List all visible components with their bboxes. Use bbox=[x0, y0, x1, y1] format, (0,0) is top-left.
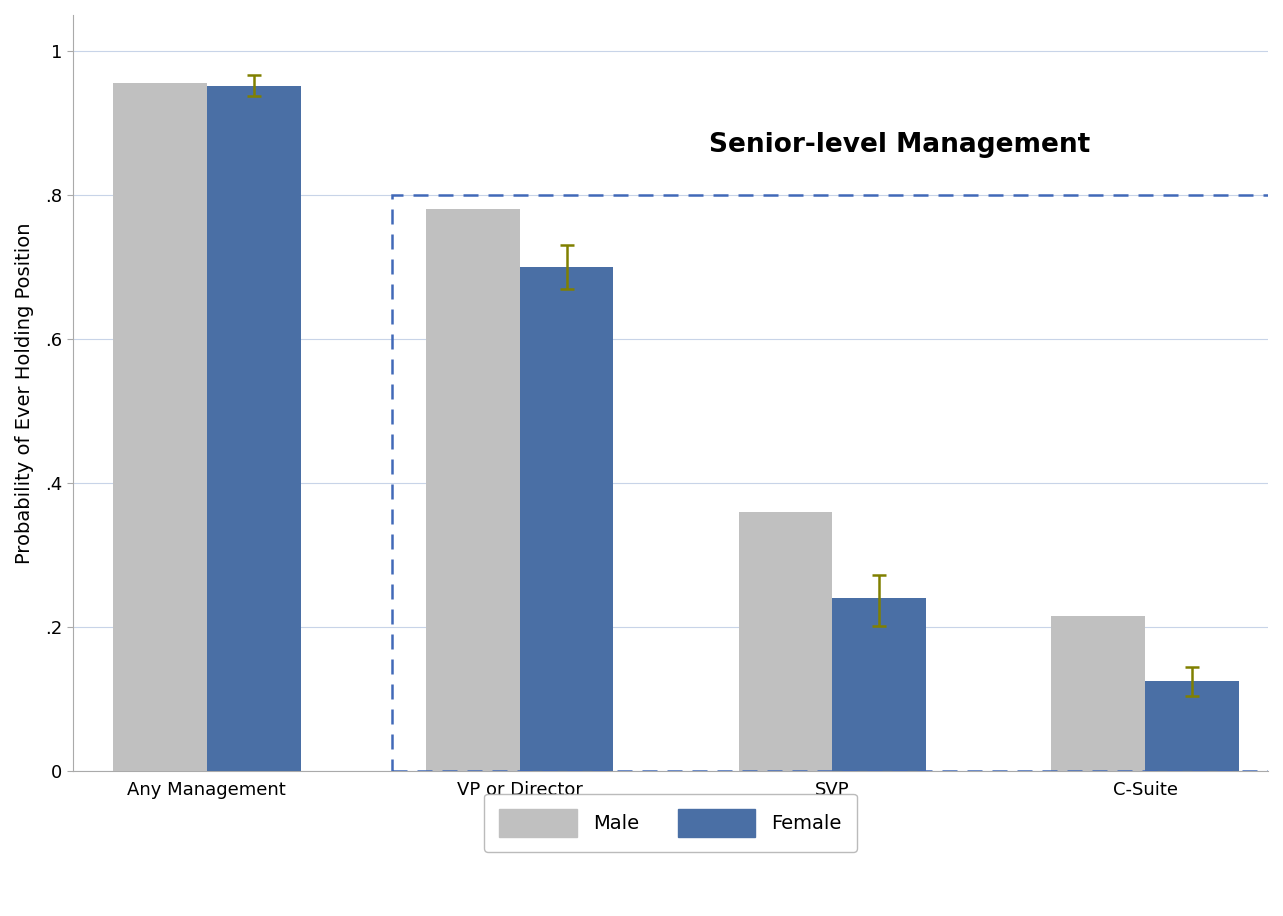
Bar bbox=[520, 267, 613, 771]
Bar bbox=[207, 85, 300, 771]
Bar bbox=[113, 83, 207, 771]
Y-axis label: Probability of Ever Holding Position: Probability of Ever Holding Position bbox=[15, 223, 35, 564]
Legend: Male, Female: Male, Female bbox=[484, 793, 857, 852]
Text: Senior-level Management: Senior-level Management bbox=[708, 132, 1091, 158]
Bar bbox=[393, 195, 1273, 771]
Bar bbox=[1146, 682, 1239, 771]
Bar bbox=[426, 210, 520, 771]
Bar bbox=[739, 512, 833, 771]
Bar bbox=[1051, 616, 1146, 771]
Bar bbox=[833, 598, 926, 771]
